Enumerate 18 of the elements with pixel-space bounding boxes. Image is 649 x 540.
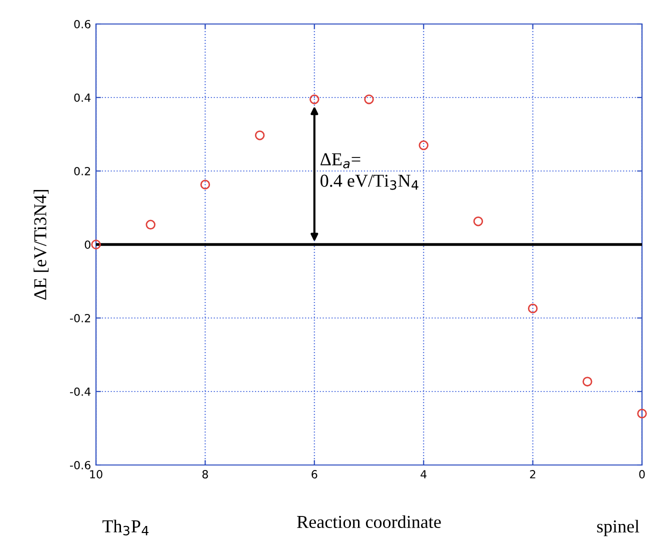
y-tick-label: 0.4 bbox=[74, 93, 91, 102]
annotation: ΔE$_{a}$= 0.4 eV/Ti$_{3}$N$_{4}$ bbox=[320, 153, 418, 190]
x-tick-label: 2 bbox=[530, 470, 536, 478]
x-tick-label: 0 bbox=[639, 470, 645, 478]
y-axis-title: ΔE [eV/Ti3N4] bbox=[34, 190, 49, 300]
x-tick-label: 10 bbox=[90, 470, 102, 478]
y-tick-label: 0.2 bbox=[74, 166, 90, 176]
text: spinel bbox=[597, 520, 640, 536]
x-tick-label: 8 bbox=[202, 470, 208, 478]
x-tick-label: 4 bbox=[420, 470, 427, 478]
y-tick-label: -0.2 bbox=[70, 314, 90, 322]
x-axis-title: Reaction coordinate bbox=[297, 515, 441, 528]
y-tick-label: -0.4 bbox=[70, 387, 91, 396]
x-tick-label: 6 bbox=[312, 470, 318, 478]
y-tick-label: 0.6 bbox=[74, 20, 90, 28]
y-tick-label: -0.6 bbox=[70, 460, 90, 470]
text: Th$_{3}$P$_{4}$ bbox=[102, 520, 148, 536]
y-tick-label: 0 bbox=[84, 240, 90, 249]
